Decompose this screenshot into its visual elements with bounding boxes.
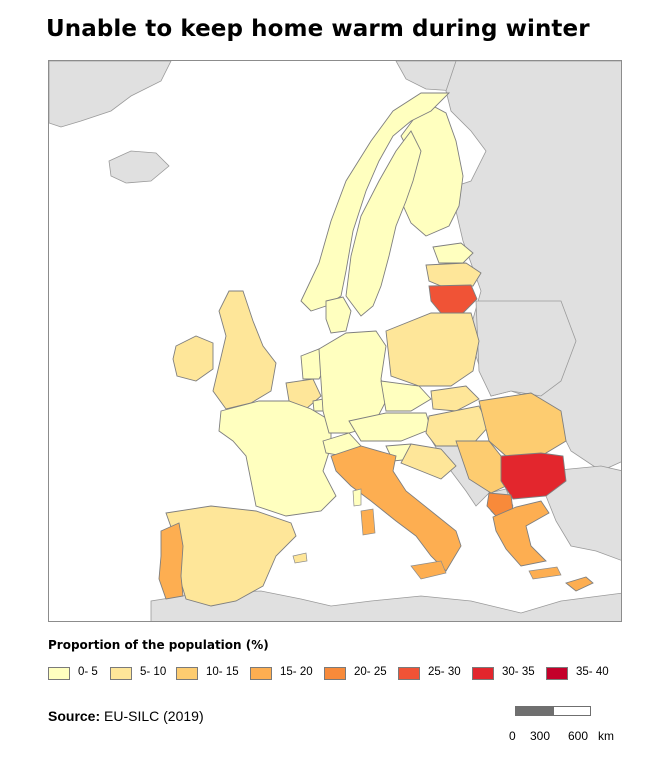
scale-label: 300 — [530, 729, 551, 743]
country-croatia — [400, 443, 457, 480]
legend-swatch — [250, 667, 272, 680]
legend-swatch — [176, 667, 198, 680]
legend-label: 0- 5 — [78, 666, 98, 678]
country-cyprus — [565, 576, 594, 592]
country-france — [218, 400, 337, 517]
country-lithuania — [428, 284, 478, 314]
country-spain — [165, 505, 297, 607]
island-shape — [360, 508, 376, 536]
scale-label: 0 — [509, 729, 516, 743]
scale-label: km — [598, 729, 614, 743]
country-portugal — [158, 522, 184, 600]
source-label: Source: — [48, 708, 101, 724]
country-norway — [300, 92, 451, 312]
legend-label: 20- 25 — [354, 666, 387, 678]
country-sweden — [345, 130, 422, 317]
map-frame — [48, 60, 622, 622]
country-poland — [385, 312, 480, 387]
legend-swatch — [110, 667, 132, 680]
map-title: Unable to keep home warm during winter — [46, 16, 590, 42]
legend-label: 10- 15 — [206, 666, 239, 678]
europe-map — [49, 61, 621, 621]
scale-bar — [515, 706, 591, 716]
country-slovakia — [430, 385, 480, 412]
legend-swatch — [324, 667, 346, 680]
country-czechia — [380, 380, 432, 412]
island-shape — [292, 552, 308, 564]
legend-swatch — [546, 667, 568, 680]
country-latvia — [425, 262, 482, 287]
source-note: Source: EU-SILC (2019) — [48, 708, 204, 724]
legend-title: Proportion of the population (%) — [48, 638, 269, 652]
legend-label: 35- 40 — [576, 666, 609, 678]
legend-swatch — [48, 667, 70, 680]
legend-label: 5- 10 — [140, 666, 167, 678]
country-hungary — [425, 405, 490, 447]
country-luxembourg — [312, 398, 324, 412]
country-germany — [318, 330, 387, 434]
country-ireland — [172, 335, 214, 382]
legend: 0- 5 5- 10 10- 15 15- 20 20- 25 25- 30 3… — [48, 664, 648, 684]
legend-label: 15- 20 — [280, 666, 313, 678]
legend-label: 25- 30 — [428, 666, 461, 678]
island-shape — [528, 566, 562, 580]
country-denmark — [325, 296, 352, 334]
legend-swatch — [398, 667, 420, 680]
legend-label: 30- 35 — [502, 666, 535, 678]
scale-bar-segment — [516, 707, 554, 715]
scale-label: 600 — [568, 729, 589, 743]
country-united-kingdom — [212, 290, 277, 410]
source-value: EU-SILC (2019) — [104, 708, 204, 724]
country-bulgaria — [500, 452, 567, 500]
country-greece — [492, 500, 550, 567]
island-shape — [410, 560, 447, 580]
legend-swatch — [472, 667, 494, 680]
island-shape — [352, 488, 362, 507]
country-romania — [478, 392, 567, 457]
country-estonia — [432, 242, 474, 264]
